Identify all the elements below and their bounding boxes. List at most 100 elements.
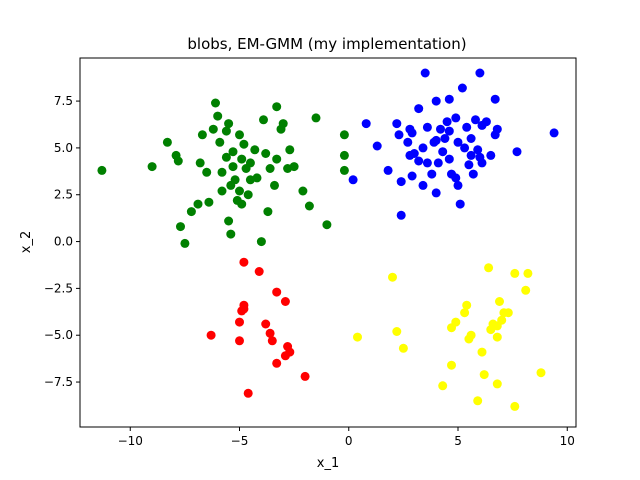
x-axis-label: x_1	[317, 456, 339, 471]
y-tick-label: 2.5	[54, 188, 73, 202]
data-point	[304, 201, 314, 211]
data-point	[311, 113, 321, 123]
data-point	[451, 113, 461, 123]
data-point	[259, 115, 268, 125]
data-point	[221, 126, 231, 136]
data-point	[348, 175, 358, 185]
data-point	[97, 165, 107, 175]
data-point	[261, 149, 271, 158]
data-point	[475, 152, 485, 162]
data-point	[263, 207, 273, 217]
data-point	[195, 158, 205, 168]
data-point	[479, 370, 489, 380]
data-point	[444, 94, 454, 104]
data-point	[473, 396, 483, 406]
data-point	[272, 287, 282, 297]
data-point	[503, 308, 513, 318]
data-point	[549, 128, 559, 138]
data-point	[235, 336, 244, 346]
data-point	[405, 150, 415, 160]
data-point	[322, 220, 332, 230]
data-point	[433, 158, 443, 168]
data-point	[462, 122, 472, 132]
data-point	[440, 134, 450, 143]
data-point	[422, 158, 432, 168]
data-point	[462, 300, 472, 310]
data-point	[392, 119, 402, 129]
data-point	[464, 334, 474, 344]
data-point	[245, 175, 255, 185]
data-point	[162, 137, 172, 147]
data-point	[396, 177, 406, 187]
data-point	[444, 126, 454, 136]
data-point	[403, 137, 413, 147]
data-point	[447, 323, 456, 333]
data-point	[237, 306, 247, 316]
data-point	[392, 327, 402, 336]
data-point	[510, 401, 520, 411]
data-point	[484, 263, 494, 273]
series-1	[97, 98, 349, 248]
data-point	[285, 145, 295, 155]
data-point	[453, 180, 463, 190]
data-point	[407, 171, 417, 181]
data-point	[265, 164, 275, 173]
data-point	[495, 297, 504, 306]
data-point	[464, 160, 474, 170]
x-tick-label: 5	[454, 434, 462, 448]
data-point	[235, 317, 244, 327]
data-point	[438, 147, 448, 157]
data-point	[280, 351, 290, 361]
data-point	[245, 158, 255, 168]
data-point	[414, 156, 424, 166]
data-point	[536, 368, 546, 378]
data-point	[422, 122, 432, 132]
data-point	[396, 210, 406, 220]
data-point	[447, 360, 456, 370]
data-point	[420, 68, 430, 78]
data-point	[289, 162, 299, 172]
data-point	[272, 102, 282, 112]
data-point	[250, 145, 260, 155]
data-point	[477, 347, 487, 357]
x-tick-label: 10	[560, 434, 575, 448]
y-tick-label: −7.5	[44, 375, 73, 389]
data-point	[208, 124, 218, 134]
y-tick-label: −5.0	[44, 328, 73, 342]
data-point	[471, 115, 480, 125]
data-point	[215, 137, 225, 147]
data-point	[239, 139, 249, 149]
x-axis: −10 −5 0 5 10	[118, 427, 575, 448]
data-point	[243, 388, 253, 398]
x-tick-label: 0	[345, 434, 353, 448]
y-tick-label: 5.0	[54, 141, 73, 155]
points-layer	[97, 68, 559, 411]
y-tick-label: 0.0	[54, 235, 73, 249]
data-point	[204, 197, 214, 207]
x-tick-label: −5	[231, 434, 249, 448]
y-axis-label: x_2	[19, 231, 34, 253]
series-3	[353, 263, 546, 411]
y-tick-label: 7.5	[54, 94, 73, 108]
data-point	[429, 137, 439, 147]
data-point	[180, 238, 190, 248]
data-point	[477, 120, 487, 130]
data-point	[235, 130, 244, 140]
data-point	[237, 199, 247, 209]
y-tick-label: −2.5	[44, 281, 73, 295]
data-point	[431, 188, 441, 198]
data-point	[226, 229, 236, 239]
data-point	[512, 147, 522, 157]
data-point	[457, 83, 467, 93]
data-point	[486, 325, 496, 335]
data-point	[442, 117, 452, 127]
data-point	[224, 119, 234, 129]
data-point	[372, 141, 382, 151]
data-point	[523, 268, 533, 278]
data-point	[298, 186, 308, 196]
data-point	[466, 150, 476, 160]
data-point	[235, 186, 244, 196]
